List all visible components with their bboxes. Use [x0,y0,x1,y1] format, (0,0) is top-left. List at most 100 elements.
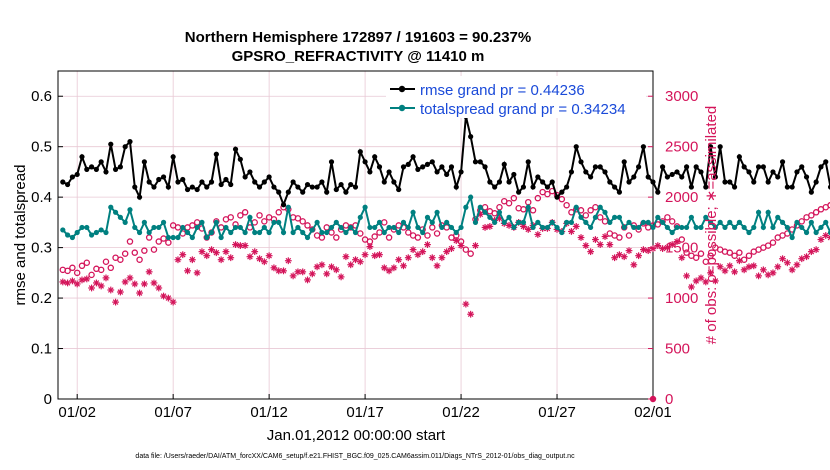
assimilated-point [208,246,215,254]
assimilated-point [707,269,714,277]
assimilated-point [625,247,633,255]
rmse-point [540,179,546,185]
assimilated-point [448,245,455,253]
assimilated-point [131,280,139,288]
rmse-point [372,154,378,160]
spread-point [808,219,814,225]
spread-point [420,229,426,236]
possible-point [371,233,378,240]
rmse-point [74,171,80,178]
assimilated-point [774,263,782,271]
rmse-point [530,184,536,190]
rmse-point [741,164,747,170]
spread-point [458,224,464,231]
possible-point [491,210,498,217]
rmse-point [60,179,66,185]
possible-point [83,259,91,267]
possible-point [136,256,143,263]
rmse-point [93,166,99,172]
rmse-point [213,151,219,157]
assimilated-point [433,262,441,270]
possible-point [299,218,306,225]
spread-point [391,224,397,231]
rmse-point [453,184,459,190]
spread-point [693,224,699,231]
spread-point [818,224,824,231]
spread-point [794,219,800,225]
spread-point [688,214,694,220]
spread-point [659,219,666,225]
spread-point [722,224,728,231]
spread-point [146,229,152,236]
assimilated-point [731,268,738,276]
assimilated-point [164,294,172,302]
possible-point [745,252,753,259]
rmse-point [439,164,445,170]
x-tick-label: 01/12 [250,404,288,421]
spread-point [496,209,503,215]
possible-point [304,222,311,229]
y-left-tick-label: 0.6 [31,88,52,105]
rmse-point [376,164,383,170]
spread-point [151,224,157,231]
assimilated-point [376,251,383,259]
rmse-point [204,184,210,190]
spread-point [564,219,570,225]
assimilated-point [107,286,115,294]
spread-point [295,224,301,231]
spread-point [813,229,819,236]
rmse-point [506,179,512,185]
spread-point [746,229,752,236]
possible-point [155,238,163,245]
assimilated-point [692,277,700,285]
assimilated-point [308,270,316,278]
rmse-point [444,171,450,178]
rmse-point [655,189,661,195]
spread-point [784,224,790,231]
rmse-point [141,159,147,165]
spread-point [482,209,488,215]
spread-point [568,219,575,225]
y-axis-left-label: rmse and totalspread [12,165,29,306]
possible-point [381,219,388,226]
rmse-point [803,174,810,180]
spread-point [319,229,325,236]
assimilated-point [337,273,345,281]
chart-title: Northern Hemisphere 172897 / 191603 = 90… [185,29,531,46]
possible-point [496,203,503,211]
spread-point [136,229,143,236]
spread-point [751,224,757,231]
spread-point [285,204,291,210]
spread-point [755,209,762,215]
spread-point [540,224,546,231]
possible-point [731,252,738,259]
spread-point [156,224,162,231]
legend-label-rmse: rmse grand pr = 0.44236 [420,82,585,99]
rmse-point [333,186,339,193]
rmse-point [290,179,296,185]
assimilated-point [68,277,76,285]
rmse-point [813,179,819,185]
rmse-point [108,141,114,147]
rmse-point [64,181,71,188]
rmse-point [151,184,157,190]
spread-point [779,219,786,225]
spread-point [261,224,267,231]
assimilated-point [649,245,657,253]
rmse-point [621,159,627,165]
footnote: data file: /Users/raeder/DAI/ATM_forcXX/… [135,453,575,460]
assimilated-point [361,251,369,259]
assimilated-point [78,276,86,284]
assimilated-point [222,248,230,256]
rmse-point [194,186,200,193]
rmse-point [156,176,162,183]
rmse-point [501,161,507,167]
spread-point [487,214,493,220]
rmse-point [650,179,656,185]
spread-point [232,224,239,231]
rmse-point [544,184,551,190]
spread-point [775,214,781,220]
assimilated-point [342,253,350,261]
assimilated-point [592,236,599,243]
rmse-point [247,169,253,175]
